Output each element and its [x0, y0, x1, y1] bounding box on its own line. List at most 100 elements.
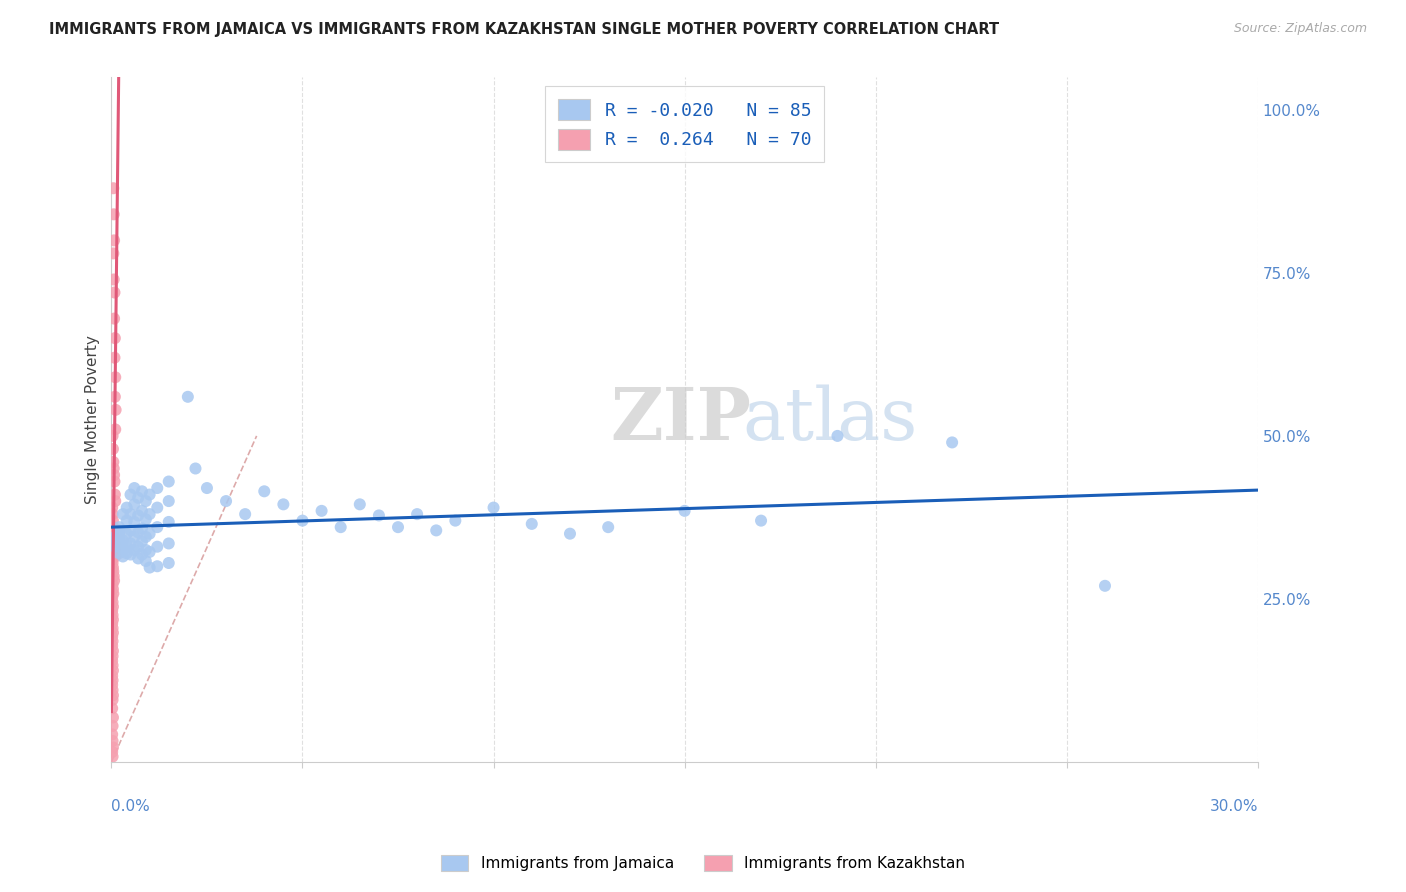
Point [101, 734, 124, 748]
Point [115, 514, 138, 528]
Point [101, 556, 124, 570]
Point [101, 719, 124, 733]
Point [101, 630, 124, 644]
Point [101, 625, 124, 640]
Point [103, 520, 125, 534]
Point [101, 673, 124, 688]
Point [273, 497, 295, 511]
Point [135, 530, 157, 544]
Text: 0.0%: 0.0% [111, 799, 150, 814]
Text: IMMIGRANTS FROM JAMAICA VS IMMIGRANTS FROM KAZAKHSTAN SINGLE MOTHER POVERTY CORR: IMMIGRANTS FROM JAMAICA VS IMMIGRANTS FR… [49, 22, 1000, 37]
Point [349, 497, 371, 511]
Point [103, 181, 125, 195]
Point [598, 520, 620, 534]
Point [215, 494, 238, 508]
Point [101, 658, 124, 673]
Point [131, 504, 153, 518]
Point [124, 530, 146, 544]
Point [104, 536, 127, 550]
Point [124, 543, 146, 558]
Point [101, 727, 124, 741]
Point [104, 422, 127, 436]
Point [104, 370, 127, 384]
Point [104, 487, 127, 501]
Point [367, 508, 389, 523]
Point [108, 528, 131, 542]
Point [157, 556, 180, 570]
Point [127, 525, 149, 540]
Point [101, 745, 124, 759]
Point [101, 599, 124, 614]
Point [558, 526, 581, 541]
Point [329, 520, 352, 534]
Point [131, 484, 153, 499]
Point [749, 514, 772, 528]
Point [157, 515, 180, 529]
Point [101, 608, 124, 623]
Point [104, 530, 127, 544]
Point [127, 508, 149, 523]
Point [101, 740, 124, 755]
Point [101, 560, 124, 574]
Point [108, 524, 131, 538]
Point [115, 526, 138, 541]
Point [146, 559, 169, 574]
Point [120, 507, 142, 521]
Point [406, 507, 429, 521]
Point [101, 693, 124, 707]
Point [135, 543, 157, 558]
Point [138, 560, 160, 574]
Point [387, 520, 409, 534]
Point [115, 538, 138, 552]
Point [444, 514, 467, 528]
Point [104, 549, 127, 564]
Point [120, 487, 142, 501]
Point [120, 536, 142, 550]
Point [124, 481, 146, 495]
Point [111, 543, 134, 558]
Point [101, 577, 124, 591]
Point [120, 548, 142, 562]
Point [104, 390, 127, 404]
Point [101, 514, 124, 528]
Point [104, 543, 127, 558]
Text: atlas: atlas [742, 384, 917, 455]
Point [101, 710, 124, 724]
Point [108, 546, 131, 560]
Legend: R = -0.020   N = 85, R =  0.264   N = 70: R = -0.020 N = 85, R = 0.264 N = 70 [546, 87, 824, 162]
Point [146, 500, 169, 515]
Point [103, 455, 125, 469]
Legend: Immigrants from Jamaica, Immigrants from Kazakhstan: Immigrants from Jamaica, Immigrants from… [434, 849, 972, 877]
Point [101, 664, 124, 678]
Point [115, 500, 138, 515]
Point [103, 246, 125, 260]
Point [138, 526, 160, 541]
Point [131, 521, 153, 535]
Point [101, 639, 124, 653]
Point [195, 481, 218, 495]
Point [291, 514, 314, 528]
Y-axis label: Single Mother Poverty: Single Mother Poverty [86, 335, 100, 504]
Point [233, 507, 256, 521]
Point [101, 616, 124, 631]
Point [157, 475, 180, 489]
Point [101, 688, 124, 702]
Point [101, 701, 124, 715]
Point [111, 549, 134, 564]
Point [108, 526, 131, 541]
Point [253, 484, 276, 499]
Point [101, 429, 124, 443]
Point [101, 669, 124, 683]
Point [135, 494, 157, 508]
Point [101, 683, 124, 698]
Point [103, 587, 125, 601]
Point [108, 520, 131, 534]
Point [101, 442, 124, 456]
Point [103, 207, 125, 221]
Point [101, 678, 124, 692]
Point [124, 497, 146, 511]
Point [103, 272, 125, 286]
Point [177, 390, 200, 404]
Point [103, 569, 125, 583]
Point [103, 524, 125, 538]
